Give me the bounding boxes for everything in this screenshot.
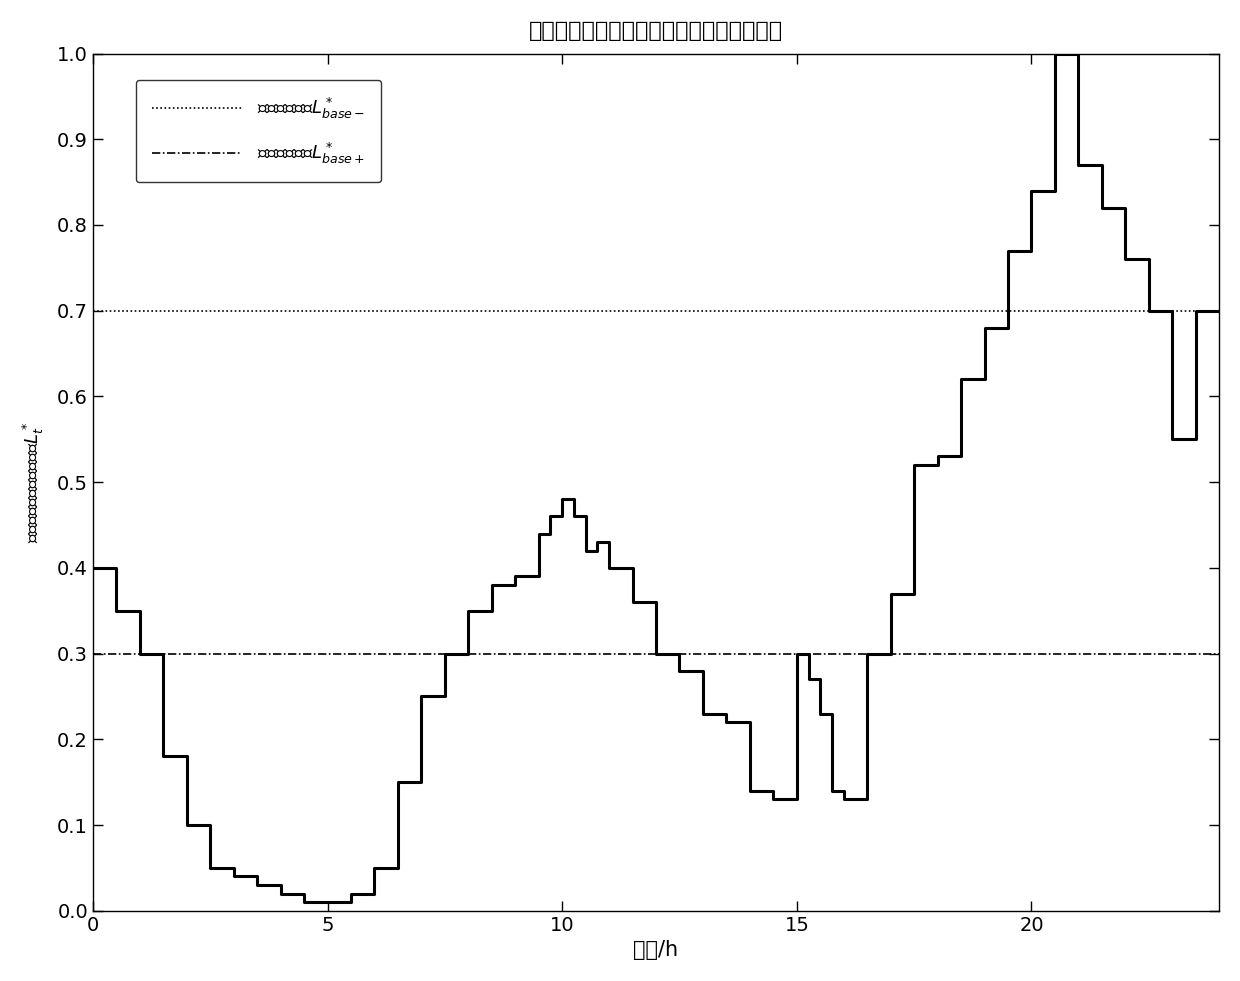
Y-axis label: 归一化后的负荷预测曲线$L^*_t$: 归一化后的负荷预测曲线$L^*_t$ xyxy=(21,422,46,542)
Legend: 负积分界定值$L^*_{base-}$, 正积分界定值$L^*_{base+}$: 负积分界定值$L^*_{base-}$, 正积分界定值$L^*_{base+}$ xyxy=(135,79,381,182)
Title: 归一化后的负荷预测曲线与正负积分界定值: 归一化后的负荷预测曲线与正负积分界定值 xyxy=(529,21,784,41)
X-axis label: 时间/h: 时间/h xyxy=(634,940,678,960)
